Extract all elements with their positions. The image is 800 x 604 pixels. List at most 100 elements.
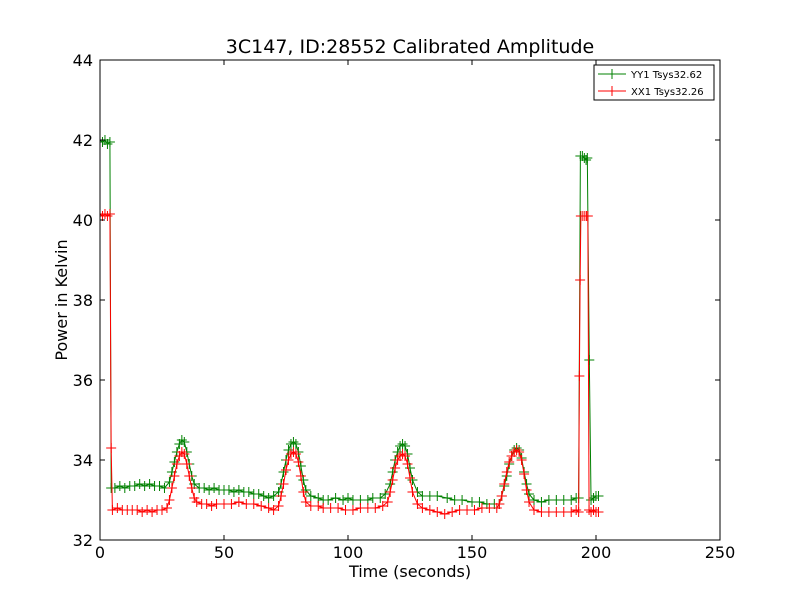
x-tick-label: 50 (214, 543, 234, 562)
data-point (226, 499, 237, 509)
data-point (375, 493, 386, 503)
data-point (243, 487, 254, 497)
data-point (593, 507, 604, 517)
data-point (166, 483, 177, 493)
data-point (174, 451, 185, 461)
data-point (119, 483, 130, 493)
data-point (142, 505, 153, 515)
data-point (407, 475, 418, 485)
x-tick-label: 150 (457, 543, 488, 562)
data-point (347, 505, 358, 515)
data-point (263, 503, 274, 513)
data-point (442, 493, 453, 503)
data-point (176, 435, 187, 445)
data-point (377, 501, 388, 511)
data-point (144, 479, 155, 489)
data-point (385, 487, 396, 497)
data-point (519, 469, 530, 479)
data-point (256, 501, 267, 511)
data-point (496, 491, 507, 501)
x-tick-label: 200 (581, 543, 612, 562)
data-point (106, 443, 117, 453)
data-point (233, 485, 244, 495)
data-point (397, 449, 408, 459)
data-point (283, 455, 294, 465)
y-tick-label: 38 (73, 291, 93, 310)
data-point (290, 439, 301, 449)
data-point (179, 449, 190, 459)
data-point (400, 441, 411, 451)
data-point (514, 447, 525, 457)
data-point (293, 457, 304, 467)
data-point (402, 459, 413, 469)
legend-marker (607, 69, 617, 79)
data-point (223, 485, 234, 495)
data-point (199, 483, 210, 493)
data-point (112, 503, 123, 513)
data-point (134, 479, 145, 489)
data-point (206, 501, 217, 511)
data-point (432, 491, 443, 501)
data-point (298, 475, 309, 485)
data-point (447, 507, 458, 517)
data-point (169, 471, 180, 481)
data-point (209, 483, 220, 493)
data-point (253, 489, 264, 499)
data-point (174, 439, 185, 449)
data-point (154, 481, 165, 491)
data-point (258, 491, 269, 501)
data-point (132, 505, 143, 515)
data-point (439, 509, 450, 519)
data-point (343, 493, 353, 503)
data-point (417, 503, 428, 513)
chart-title: 3C147, ID:28552 Calibrated Amplitude (226, 36, 594, 58)
data-point (392, 455, 403, 465)
data-point (300, 485, 311, 495)
data-point (171, 459, 182, 469)
data-point (137, 507, 148, 517)
data-point (184, 471, 195, 481)
data-point (295, 461, 306, 471)
data-point (474, 497, 485, 507)
data-point (524, 497, 535, 507)
y-tick-label: 36 (73, 371, 93, 390)
x-axis-label: Time (seconds) (348, 562, 471, 581)
data-point (164, 495, 175, 505)
data-point (181, 459, 192, 469)
data-point (268, 505, 279, 515)
data-point (228, 487, 239, 497)
data-point (107, 505, 118, 515)
data-point (290, 449, 301, 459)
data-point (278, 479, 289, 489)
data-point (582, 211, 593, 221)
data-point (407, 487, 418, 497)
data-point (295, 471, 306, 481)
data-point (469, 505, 480, 515)
y-tick-label: 40 (73, 211, 93, 230)
x-tick-label: 100 (333, 543, 364, 562)
data-point (457, 495, 468, 505)
data-point (104, 137, 115, 147)
data-point (529, 505, 539, 515)
data-point (536, 497, 547, 507)
data-point (582, 153, 593, 163)
data-point (305, 491, 316, 501)
data-point (263, 493, 274, 503)
data-point (189, 493, 200, 503)
legend-label: XX1 Tsys32.26 (631, 87, 704, 98)
data-point (511, 445, 522, 455)
data-point (273, 501, 284, 511)
data-point (405, 473, 415, 483)
x-tick-label: 0 (95, 543, 105, 562)
data-point (176, 447, 187, 457)
legend-label: YY1 Tsys32.62 (630, 70, 702, 81)
data-point (313, 501, 324, 511)
data-point (330, 493, 341, 503)
data-point (161, 503, 172, 513)
data-point (281, 465, 291, 475)
data-point (521, 485, 532, 495)
data-point (574, 371, 585, 381)
data-point (405, 463, 415, 473)
